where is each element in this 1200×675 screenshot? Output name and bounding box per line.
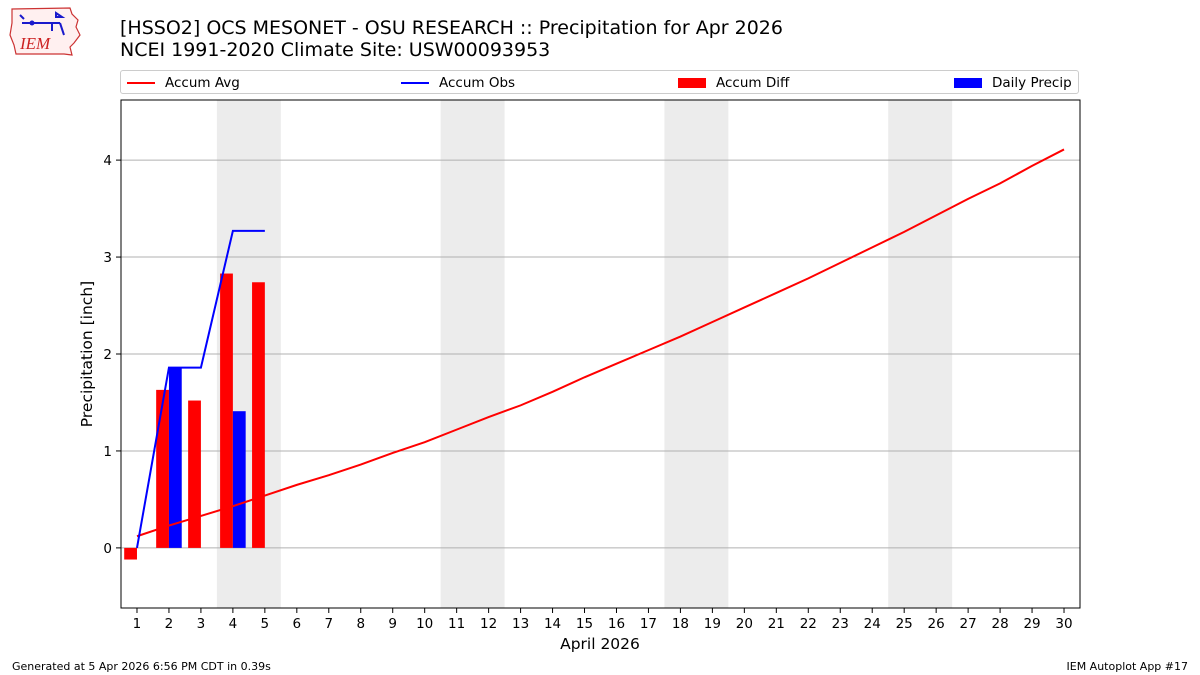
x-tick-label-25: 25 (896, 616, 913, 632)
line-accum-avg (136, 148, 1065, 538)
x-tick-label-21: 21 (768, 616, 785, 632)
bar-accum-diff-day-5 (252, 282, 265, 548)
bar-daily-precip-day-2 (168, 367, 182, 548)
x-tick-label-15: 15 (576, 616, 593, 632)
bars (124, 273, 265, 560)
x-tick-label-30: 30 (1055, 616, 1072, 632)
bar-accum-diff-day-2 (156, 389, 169, 548)
x-tick-label-28: 28 (991, 616, 1008, 632)
x-tick-label-4: 4 (229, 616, 238, 632)
y-tick-label-3: 3 (103, 250, 112, 266)
legend-item-daily-precip: Daily Precip (954, 73, 1072, 93)
legend-label-accum-obs: Accum Obs (439, 75, 516, 91)
footer-generated: Generated at 5 Apr 2026 6:56 PM CDT in 0… (12, 660, 271, 673)
x-axis-ticks: 1 2 3 4 5 6 7 8 9 10 11 12 13 14 15 16 17 18 19 20 21 22 23 24 2… (133, 608, 1073, 632)
x-tick-label-23: 23 (832, 616, 849, 632)
y-tick-label-0: 0 (103, 541, 112, 557)
y-axis-ticks: 0 1 2 3 4 (103, 153, 121, 557)
legend-swatch-accum-diff (678, 78, 706, 88)
legend-label-accum-avg: Accum Avg (165, 75, 240, 91)
legend-item-accum-avg: Accum Avg (127, 73, 240, 93)
footer-app-id: IEM Autoplot App #17 (1066, 660, 1189, 673)
x-tick-label-5: 5 (261, 616, 270, 632)
x-tick-label-11: 11 (448, 616, 465, 632)
x-tick-label-24: 24 (864, 616, 881, 632)
x-tick-label-12: 12 (480, 616, 497, 632)
x-tick-label-29: 29 (1023, 616, 1040, 632)
x-tick-label-7: 7 (324, 616, 333, 632)
legend-swatch-daily-precip (954, 78, 982, 88)
legend-swatch-accum-obs (401, 82, 429, 84)
x-tick-label-18: 18 (672, 616, 689, 632)
legend-label-daily-precip: Daily Precip (992, 75, 1072, 91)
chart-subtitle: NCEI 1991-2020 Climate Site: USW00093953 (120, 39, 551, 61)
x-tick-label-27: 27 (960, 616, 977, 632)
x-tick-label-22: 22 (800, 616, 817, 632)
legend: Accum Avg Accum Obs Accum Diff Daily Pre… (120, 70, 1079, 94)
chart-title: [HSSO2] OCS MESONET - OSU RESEARCH :: Pr… (120, 17, 783, 39)
x-tick-label-13: 13 (512, 616, 529, 632)
x-tick-label-16: 16 (608, 616, 625, 632)
wind-vane-icon (19, 11, 66, 36)
x-tick-label-14: 14 (544, 616, 561, 632)
x-tick-label-6: 6 (293, 616, 302, 632)
x-tick-label-10: 10 (416, 616, 433, 632)
bar-accum-diff-day-3 (188, 400, 201, 548)
x-tick-label-17: 17 (640, 616, 657, 632)
bar-accum-diff-day-1 (124, 547, 137, 560)
y-tick-label-4: 4 (103, 153, 112, 169)
sensor-dot-icon (29, 20, 35, 26)
x-tick-label-3: 3 (197, 616, 206, 632)
y-gridlines (121, 159, 1080, 549)
x-tick-label-19: 19 (704, 616, 721, 632)
legend-item-accum-obs: Accum Obs (401, 73, 515, 93)
logo-text: IEM (19, 34, 51, 53)
y-axis-label: Precipitation [inch] (78, 281, 96, 427)
line-accum-obs (135, 229, 265, 549)
x-tick-label-1: 1 (133, 616, 142, 632)
y-tick-label-2: 2 (103, 347, 112, 363)
x-tick-label-20: 20 (736, 616, 753, 632)
iem-logo: IEM (9, 7, 81, 56)
y-tick-label-1: 1 (103, 444, 112, 460)
x-tick-label-8: 8 (356, 616, 365, 632)
lines (135, 148, 1065, 549)
x-tick-label-2: 2 (165, 616, 174, 632)
iowa-outline-icon (9, 7, 81, 56)
x-axis-label: April 2026 (560, 635, 640, 653)
x-tick-label-9: 9 (388, 616, 397, 632)
bar-accum-diff-day-4 (220, 273, 233, 548)
bar-daily-precip-day-4 (232, 411, 246, 548)
legend-swatch-accum-avg (127, 82, 155, 84)
legend-label-accum-diff: Accum Diff (716, 75, 790, 91)
x-tick-label-26: 26 (928, 616, 945, 632)
legend-item-accum-diff: Accum Diff (678, 73, 789, 93)
